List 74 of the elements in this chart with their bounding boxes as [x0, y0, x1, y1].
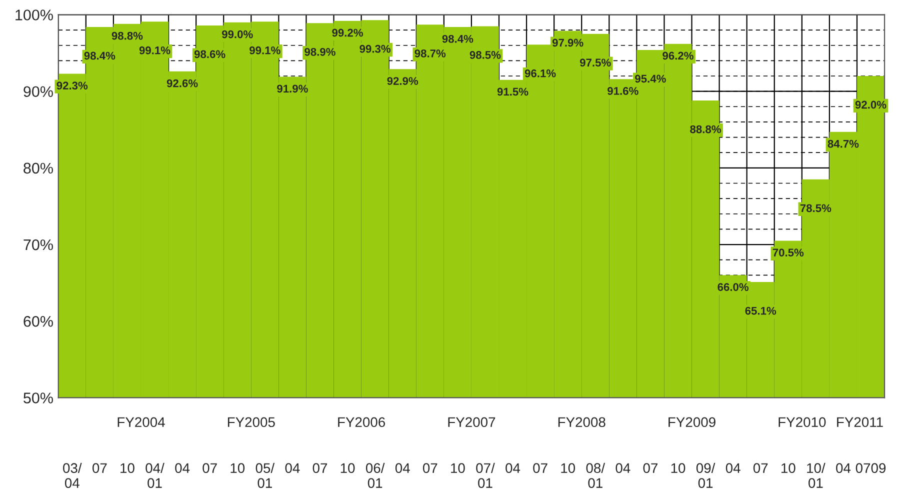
data-label: 92.0% — [855, 100, 886, 109]
y-tick-label: 60% — [24, 316, 53, 327]
data-label: 92.6% — [166, 79, 198, 88]
data-label: 91.5% — [497, 88, 528, 96]
data-label: 98.4% — [442, 34, 474, 43]
x-tick-label: 07 — [92, 463, 107, 474]
data-label: 84.7% — [828, 140, 859, 148]
data-label: 99.2% — [332, 28, 363, 37]
text: FY2008 — [558, 417, 606, 428]
x-tick-label: 07 — [202, 463, 217, 474]
data-label: 95.4% — [635, 74, 666, 83]
x-tick-label: 0709 — [856, 463, 886, 474]
x-tick-label: 03/ 04 — [63, 462, 82, 488]
data-label: 99.1% — [250, 46, 280, 54]
x-tick-label: 04 — [285, 463, 300, 474]
x-tick-label: 10 — [230, 463, 245, 474]
x-tick-label: 07/ 01 — [476, 462, 495, 488]
x-tick-label: 10 — [120, 463, 134, 474]
data-label: 92.9% — [387, 77, 418, 85]
data-label: 98.8% — [112, 32, 143, 40]
data-label: 91.6% — [608, 87, 638, 95]
x-tick-label: 10 — [340, 463, 355, 474]
y-tick-label: 50% — [24, 392, 53, 404]
x-tick-label: 05/ 01 — [256, 462, 275, 488]
x-tick-label: 07 — [312, 463, 328, 474]
y-tick-label: 90% — [24, 86, 53, 98]
x-tick-label: 06/ 01 — [366, 462, 385, 488]
x-tick-label: 04 — [726, 463, 740, 474]
text: FY2006 — [338, 417, 386, 428]
x-tick-label: 04 — [506, 463, 520, 474]
y-tick-label: 80% — [24, 162, 53, 174]
text: FY2010 — [778, 417, 826, 428]
text: FY2011 — [837, 417, 883, 428]
x-tick-label: 07 — [533, 463, 548, 474]
x-tick-label: 04/ 01 — [146, 462, 164, 488]
data-label: 97.9% — [552, 38, 584, 47]
x-tick-label: 07 — [643, 463, 658, 474]
data-label: 97.5% — [580, 58, 611, 67]
data-label: 99.0% — [222, 30, 253, 38]
data-label: 96.2% — [662, 52, 694, 60]
text: FY2009 — [668, 417, 716, 428]
data-label: 99.1% — [139, 46, 170, 54]
y-tick-label: 70% — [24, 239, 53, 250]
x-tick-label: 04 — [616, 463, 630, 474]
data-label: 70.5% — [772, 248, 804, 257]
x-tick-label: 04 — [836, 463, 851, 474]
data-label: 96.1% — [524, 69, 556, 78]
x-tick-label: 10/ 01 — [807, 462, 826, 488]
x-tick-label: 10 — [671, 463, 686, 474]
x-tick-label: 07 — [422, 463, 438, 474]
data-label: 91.9% — [277, 84, 308, 93]
x-tick-label: 07 — [753, 463, 768, 474]
data-label: 99.3% — [360, 44, 391, 53]
data-label: 98.6% — [194, 50, 226, 58]
data-label: 78.5% — [800, 204, 832, 212]
data-label: 88.8% — [690, 125, 721, 134]
x-tick-label: 04 — [395, 463, 410, 474]
data-label: 66.0% — [718, 283, 749, 291]
x-tick-label: 09/ 01 — [696, 462, 716, 488]
y-tick-label: 100% — [16, 10, 53, 20]
data-label: 98.5% — [470, 51, 501, 59]
text: FY2007 — [448, 417, 496, 428]
data-label: 65.1% — [745, 306, 776, 315]
data-label: 92.3% — [56, 82, 88, 90]
data-label: 98.9% — [304, 48, 336, 56]
x-tick-label: 10 — [451, 463, 465, 474]
data-label: 98.7% — [414, 49, 446, 58]
data-label: 98.4% — [84, 52, 116, 60]
x-tick-label: 10 — [781, 463, 796, 474]
text: FY2004 — [118, 417, 165, 428]
x-tick-label: 10 — [561, 463, 576, 474]
x-tick-label: 08/ 01 — [586, 462, 606, 488]
text: FY2005 — [228, 417, 275, 428]
x-tick-label: 04 — [175, 463, 190, 474]
